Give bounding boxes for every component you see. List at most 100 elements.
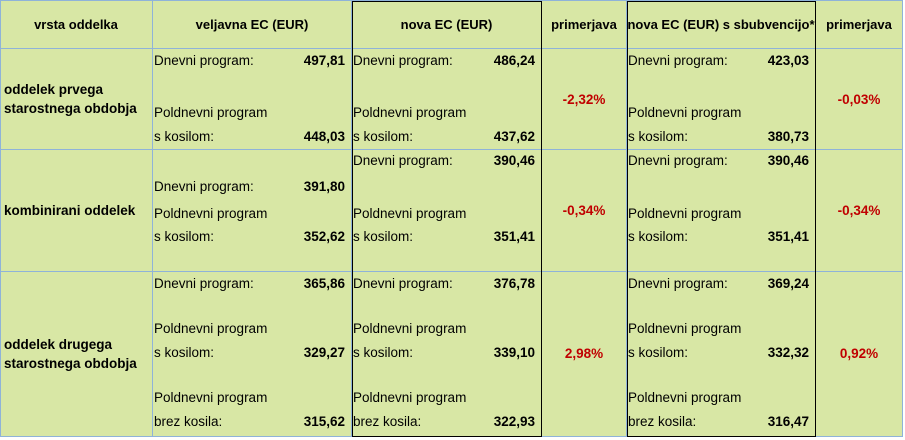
percent-change: -0,34% <box>837 203 881 218</box>
price-line: brez kosila: 316,47 <box>628 413 809 431</box>
price-line: Dnevni program: 486,24 <box>353 52 535 70</box>
compare-1-row3: 2,98% <box>542 272 627 437</box>
price-value: 369,24 <box>767 276 809 291</box>
row-label-text: kombinirani oddelek <box>4 203 136 218</box>
price-line: Poldnevni program <box>154 320 345 338</box>
price-line: s kosilom: 332,32 <box>628 344 809 362</box>
price-value: 352,62 <box>303 229 345 244</box>
header-compare-2: primerjava <box>816 0 903 49</box>
column-highlight-border <box>627 1 628 437</box>
price-line: Poldnevni program <box>353 104 535 122</box>
column-highlight-border <box>627 1 816 2</box>
cell-subsidy-row2: Dnevni program: 390,46 Poldnevni program … <box>627 150 816 272</box>
price-value: 316,47 <box>767 414 809 429</box>
percent-change: 0,92% <box>839 345 879 361</box>
price-label: s kosilom: <box>628 345 689 360</box>
cell-current-row1: Dnevni program: 497,81 Poldnevni program … <box>153 49 352 150</box>
price-label: Poldnevni program <box>353 105 467 120</box>
grid-top-edge <box>0 0 903 1</box>
price-line: brez kosila: 315,62 <box>154 413 345 431</box>
price-label: Poldnevni program <box>353 206 467 221</box>
price-label: Dnevni program: <box>628 276 728 291</box>
price-line: Dnevni program: 365,86 <box>154 275 345 293</box>
price-line: Dnevni program: 497,81 <box>154 52 345 70</box>
price-label: Poldnevni program <box>154 206 268 221</box>
price-line: Dnevni program: 423,03 <box>628 52 809 70</box>
price-line: Poldnevni program <box>154 205 345 223</box>
price-label: s kosilom: <box>353 229 414 244</box>
price-value: 423,03 <box>767 53 809 68</box>
price-line: s kosilom: 351,41 <box>628 228 809 246</box>
price-label: Dnevni program: <box>628 153 728 168</box>
price-label: Poldnevni program <box>628 206 742 221</box>
header-type-text: vrsta oddelka <box>34 16 118 32</box>
percent-change: -0,34% <box>562 203 606 218</box>
compare-2-row2: -0,34% <box>816 150 903 272</box>
price-line: Poldnevni program <box>628 320 809 338</box>
price-value: 376,78 <box>493 276 535 291</box>
percent-change: -2,32% <box>562 91 606 107</box>
row-label-combined: kombinirani oddelek <box>0 150 153 272</box>
price-line: s kosilom: 380,73 <box>628 128 809 146</box>
price-label: Dnevni program: <box>628 53 728 68</box>
price-line: Poldnevni program <box>628 389 809 407</box>
price-label: Dnevni program: <box>353 153 453 168</box>
cell-new-row2: Dnevni program: 390,46 Poldnevni program … <box>352 150 542 272</box>
price-label: Dnevni program: <box>353 53 453 68</box>
price-line: Poldnevni program <box>353 389 535 407</box>
price-label: s kosilom: <box>353 345 414 360</box>
column-highlight-border <box>352 1 353 437</box>
compare-2-row3: 0,92% <box>816 272 903 437</box>
price-line: Dnevni program: 369,24 <box>628 275 809 293</box>
price-line: Poldnevni program <box>353 205 535 223</box>
price-label: brez kosila: <box>353 414 422 429</box>
price-label: brez kosila: <box>628 414 697 429</box>
header-compare-1: primerjava <box>542 0 627 49</box>
header-compare-1-text: primerjava <box>551 16 617 32</box>
price-value: 351,41 <box>493 229 535 244</box>
compare-1-row2: -0,34% <box>542 150 627 272</box>
price-value: 391,80 <box>303 179 345 194</box>
column-highlight-border <box>352 1 542 2</box>
cell-new-row1: Dnevni program: 486,24 Poldnevni program … <box>352 49 542 150</box>
cell-new-row3: Dnevni program: 376,78 Poldnevni program … <box>352 272 542 437</box>
price-line: Dnevni program: 390,46 <box>628 152 809 170</box>
price-value: 380,73 <box>767 129 809 144</box>
percent-change: 2,98% <box>564 345 604 361</box>
price-value: 437,62 <box>493 129 535 144</box>
price-line: Poldnevni program <box>154 389 345 407</box>
price-value: 365,86 <box>303 276 345 291</box>
cell-subsidy-row3: Dnevni program: 369,24 Poldnevni program … <box>627 272 816 437</box>
price-line: Poldnevni program <box>628 104 809 122</box>
header-type: vrsta oddelka <box>0 0 153 49</box>
cell-current-row2: Dnevni program: 391,80 Poldnevni program … <box>153 150 352 272</box>
price-line: Poldnevni program <box>353 320 535 338</box>
header-current: veljavna EC (EUR) <box>153 0 352 49</box>
compare-1-row1: -2,32% <box>542 49 627 150</box>
row-label-text: oddelek drugega starostnega obdobja <box>4 337 137 371</box>
price-line: Dnevni program: 391,80 <box>154 178 345 196</box>
price-value: 390,46 <box>767 153 809 168</box>
price-label: Poldnevni program <box>154 321 268 336</box>
price-label: Poldnevni program <box>628 390 742 405</box>
grid-left-edge <box>0 0 1 437</box>
price-line: s kosilom: 437,62 <box>353 128 535 146</box>
price-label: Dnevni program: <box>154 179 254 194</box>
header-new: nova EC (EUR) <box>352 0 542 49</box>
price-value: 332,32 <box>767 345 809 360</box>
price-line: Poldnevni program <box>154 104 345 122</box>
price-label: s kosilom: <box>628 229 689 244</box>
header-subsidy-text: nova EC (EUR) s sbubvencijo* <box>627 16 815 32</box>
price-value: 351,41 <box>767 229 809 244</box>
price-value: 390,46 <box>493 153 535 168</box>
price-value: 448,03 <box>303 129 345 144</box>
percent-change: -0,03% <box>837 91 881 107</box>
price-value: 486,24 <box>493 53 535 68</box>
price-label: s kosilom: <box>154 229 215 244</box>
price-line: Dnevni program: 390,46 <box>353 152 535 170</box>
column-highlight-border <box>352 436 542 437</box>
price-label: Poldnevni program <box>353 390 467 405</box>
cell-subsidy-row1: Dnevni program: 423,03 Poldnevni program … <box>627 49 816 150</box>
price-label: Poldnevni program <box>353 321 467 336</box>
